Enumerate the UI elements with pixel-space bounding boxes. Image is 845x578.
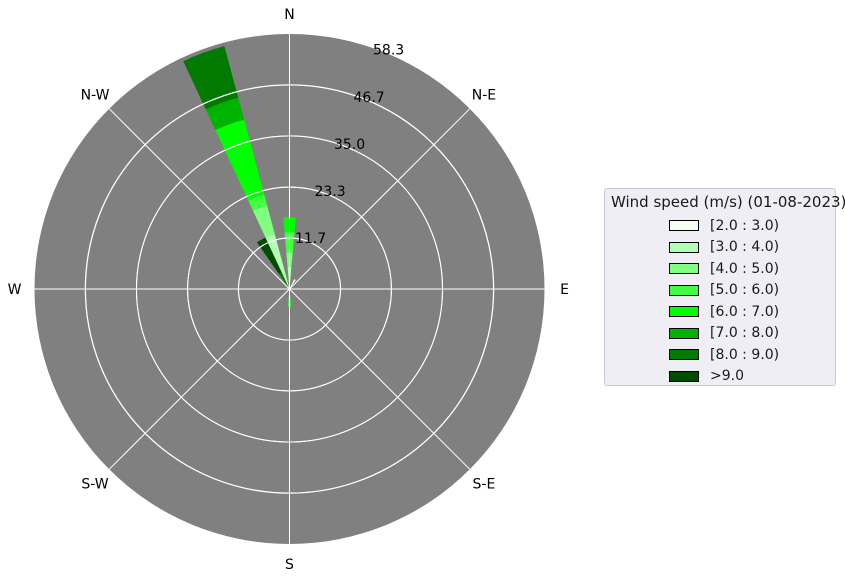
legend-entry-5: [7.0 : 8.0) <box>611 323 829 345</box>
legend-label: [5.0 : 6.0) <box>710 282 780 299</box>
sector-340-bin-4 <box>215 119 265 201</box>
legend-label: [2.0 : 3.0) <box>710 217 780 234</box>
grid-spoke-1 <box>289 108 471 290</box>
wind-sectors <box>183 46 296 307</box>
grid-spoke-5 <box>108 288 290 470</box>
radial-tick-label-3: 46.7 <box>354 90 385 106</box>
legend: Wind speed (m/s) (01-08-2023) [2.0 : 3.0… <box>604 188 845 387</box>
legend-entry-4: [6.0 : 7.0) <box>611 301 829 323</box>
legend-entry-1: [3.0 : 4.0) <box>611 237 829 259</box>
legend-swatch <box>669 349 699 361</box>
radial-tick-label-4: 58.3 <box>373 43 404 59</box>
legend-entry-7: >9.0 <box>611 366 829 388</box>
sector-340-bin-1 <box>265 234 288 283</box>
radial-tick-labels: 11.7 23.3 35.0 46.7 58.3 <box>295 43 404 247</box>
legend-entries: [2.0 : 3.0) [3.0 : 4.0) [4.0 : 5.0) [5.0 : … <box>611 215 829 387</box>
sector-340-bin-5 <box>205 97 245 131</box>
legend-swatch <box>669 220 699 232</box>
legend-swatch <box>669 263 699 275</box>
direction-label-n-e: N-E <box>472 88 496 104</box>
direction-label-s-e: S-E <box>473 476 496 492</box>
sector-330-bin-7 <box>256 237 282 274</box>
legend-swatch <box>669 327 699 339</box>
radial-tick-label-1: 23.3 <box>314 184 345 200</box>
legend-swatch <box>669 241 699 253</box>
legend-entry-6: [8.0 : 9.0) <box>611 344 829 366</box>
legend-label: [4.0 : 5.0) <box>710 260 780 277</box>
legend-entry-2: [4.0 : 5.0) <box>611 258 829 280</box>
legend-label: [3.0 : 4.0) <box>710 239 780 256</box>
legend-swatch <box>669 370 699 382</box>
direction-label-s-w: S-W <box>81 476 108 492</box>
legend-label: [8.0 : 9.0) <box>710 346 780 363</box>
direction-label-s: S <box>285 557 294 573</box>
direction-label-n: N <box>284 7 294 23</box>
grid-spoke-3 <box>289 288 471 470</box>
sector-340-bin-6 <box>183 46 239 110</box>
sector-340-bin-3 <box>248 194 268 211</box>
sector-340-bin-2 <box>252 205 275 238</box>
sector-330-bin-6 <box>278 272 290 289</box>
radial-tick-label-0: 11.7 <box>295 231 326 247</box>
legend-label: [7.0 : 8.0) <box>710 325 780 342</box>
direction-label-n-w: N-W <box>81 88 110 104</box>
sector-340-bin-0 <box>286 281 290 289</box>
radial-tick-label-2: 35.0 <box>334 137 365 153</box>
legend-label: [6.0 : 7.0) <box>710 303 780 320</box>
direction-labels: N N-E E S-E S S-W W N-W <box>8 7 569 573</box>
legend-label: >9.0 <box>710 368 744 385</box>
legend-swatch <box>669 306 699 318</box>
legend-entry-3: [5.0 : 6.0) <box>611 280 829 302</box>
direction-label-w: W <box>8 282 22 298</box>
legend-entry-0: [2.0 : 3.0) <box>611 215 829 237</box>
legend-title: Wind speed (m/s) (01-08-2023) <box>611 193 845 211</box>
legend-swatch <box>669 284 699 296</box>
direction-label-e: E <box>560 282 569 298</box>
grid-spoke-7 <box>108 108 290 290</box>
sector-30-bin-0 <box>289 279 296 289</box>
polar-grid <box>34 34 545 544</box>
